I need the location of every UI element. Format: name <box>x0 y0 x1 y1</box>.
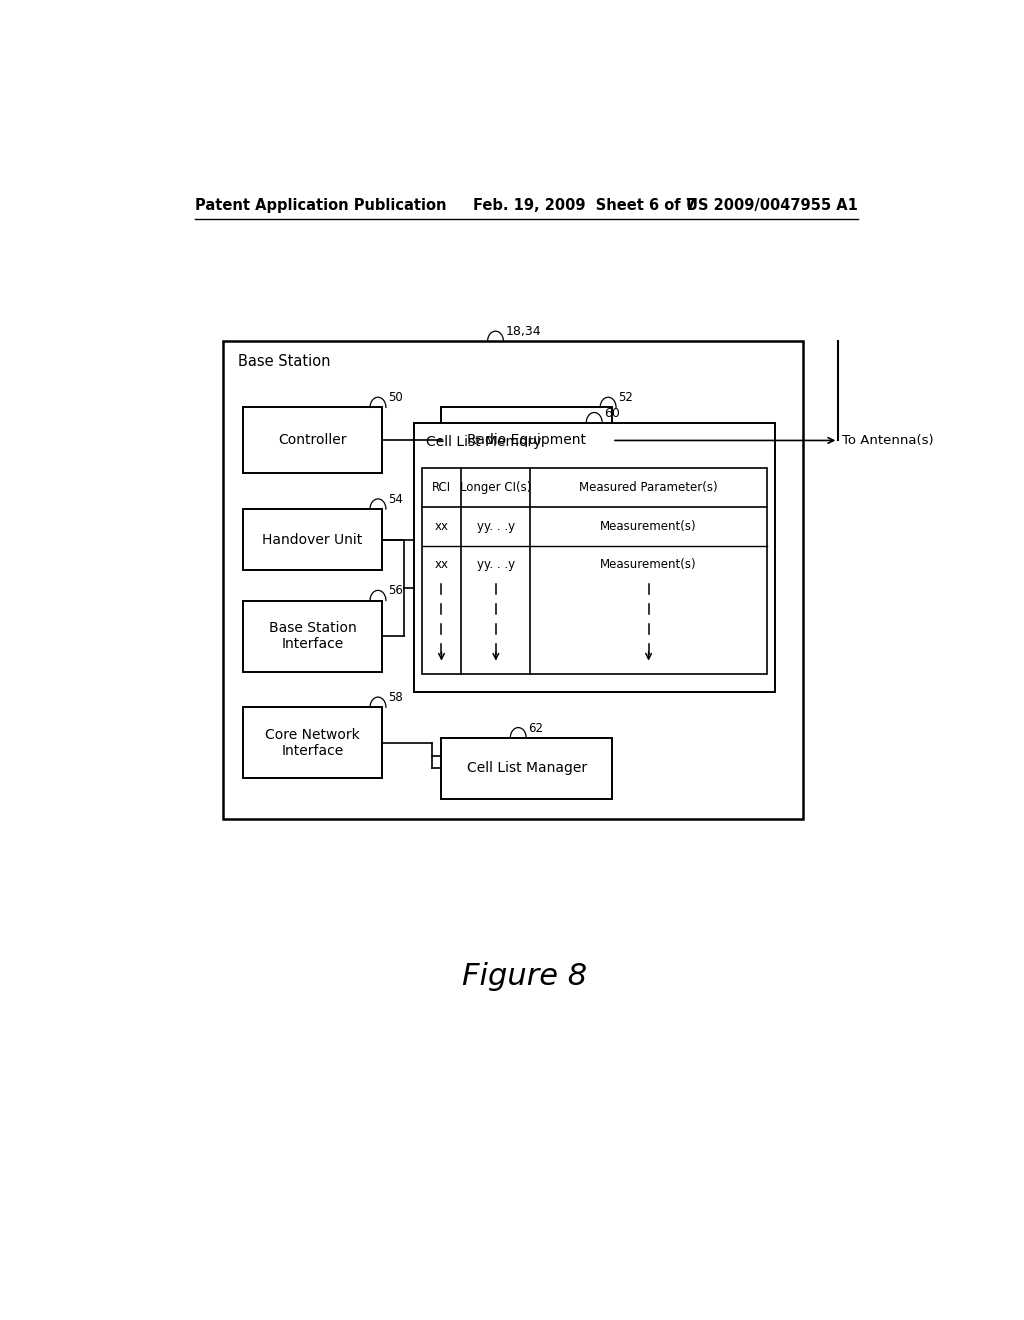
Text: 60: 60 <box>604 407 621 420</box>
Text: yy. . .y: yy. . .y <box>477 558 515 572</box>
Text: Cell List Manager: Cell List Manager <box>467 762 587 775</box>
Text: 18,34: 18,34 <box>506 325 542 338</box>
Bar <box>441 738 612 799</box>
Bar <box>243 408 382 474</box>
Text: yy. . .y: yy. . .y <box>477 520 515 533</box>
Bar <box>243 510 382 570</box>
Bar <box>243 601 382 672</box>
Text: Radio Equipment: Radio Equipment <box>467 433 587 447</box>
Text: 62: 62 <box>528 722 544 735</box>
Bar <box>414 422 775 692</box>
Text: xx: xx <box>434 520 449 533</box>
Bar <box>223 342 803 818</box>
Text: To Antenna(s): To Antenna(s) <box>842 434 934 447</box>
Bar <box>243 708 382 779</box>
Text: Measurement(s): Measurement(s) <box>600 520 697 533</box>
Bar <box>422 469 767 673</box>
Text: xx: xx <box>434 558 449 572</box>
Bar <box>441 408 612 474</box>
Text: 56: 56 <box>388 585 403 598</box>
Text: US 2009/0047955 A1: US 2009/0047955 A1 <box>686 198 858 213</box>
Text: 50: 50 <box>388 391 403 404</box>
Text: Feb. 19, 2009  Sheet 6 of 7: Feb. 19, 2009 Sheet 6 of 7 <box>473 198 696 213</box>
Text: Measured Parameter(s): Measured Parameter(s) <box>580 482 718 494</box>
Text: RCI: RCI <box>432 482 451 494</box>
Text: 52: 52 <box>618 391 633 404</box>
Text: Handover Unit: Handover Unit <box>262 532 362 546</box>
Text: 58: 58 <box>388 692 403 704</box>
Text: Longer CI(s): Longer CI(s) <box>460 482 531 494</box>
Text: Figure 8: Figure 8 <box>462 962 588 991</box>
Text: 54: 54 <box>388 492 403 506</box>
Text: Patent Application Publication: Patent Application Publication <box>196 198 446 213</box>
Text: Cell List Memory: Cell List Memory <box>426 434 541 449</box>
Text: Base Station: Base Station <box>238 354 330 368</box>
Text: Base Station
Interface: Base Station Interface <box>268 620 356 651</box>
Text: Controller: Controller <box>279 433 347 447</box>
Text: Core Network
Interface: Core Network Interface <box>265 727 359 758</box>
Text: Measurement(s): Measurement(s) <box>600 558 697 572</box>
